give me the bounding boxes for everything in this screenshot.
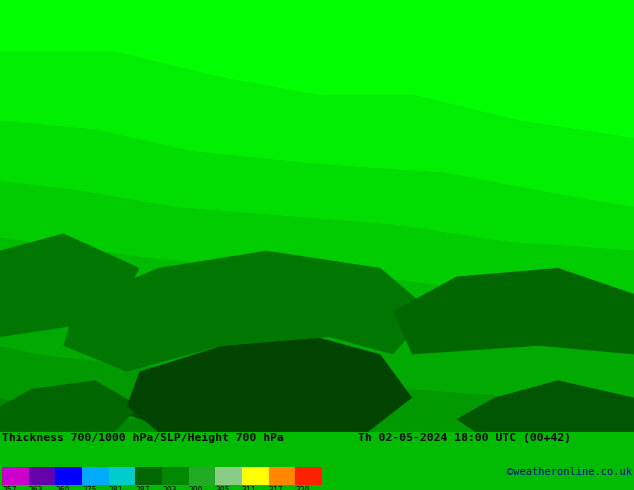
Polygon shape [0, 121, 634, 251]
Bar [216, 467, 242, 485]
Polygon shape [456, 380, 634, 432]
Text: Th 02-05-2024 18:00 UTC (00+42): Th 02-05-2024 18:00 UTC (00+42) [358, 433, 571, 443]
Bar [108, 467, 135, 485]
Polygon shape [0, 238, 634, 354]
Text: Thickness 700/1000 hPa/SLP/Height 700 hPa: Thickness 700/1000 hPa/SLP/Height 700 hP… [2, 433, 284, 443]
Text: 320: 320 [295, 486, 310, 490]
Bar [295, 467, 322, 485]
Text: 293: 293 [162, 486, 177, 490]
Polygon shape [393, 268, 634, 354]
Bar [135, 467, 162, 485]
Polygon shape [63, 251, 431, 372]
Bar [2, 467, 29, 485]
Polygon shape [0, 52, 634, 207]
Bar [55, 467, 82, 485]
Text: 263: 263 [29, 486, 43, 490]
Text: 311: 311 [242, 486, 257, 490]
Polygon shape [0, 181, 634, 302]
Bar [189, 467, 216, 485]
Polygon shape [0, 380, 139, 432]
Text: ©weatheronline.co.uk: ©weatheronline.co.uk [507, 467, 632, 477]
Polygon shape [0, 397, 368, 432]
Polygon shape [0, 294, 634, 406]
Polygon shape [0, 346, 634, 432]
Bar [82, 467, 108, 485]
Bar [29, 467, 55, 485]
Polygon shape [127, 354, 393, 432]
Text: 299: 299 [189, 486, 204, 490]
Text: 269: 269 [55, 486, 70, 490]
Text: 287: 287 [135, 486, 150, 490]
Text: 281: 281 [108, 486, 123, 490]
Polygon shape [0, 233, 139, 337]
Text: 257: 257 [2, 486, 16, 490]
Text: 317: 317 [269, 486, 283, 490]
Bar [269, 467, 295, 485]
Polygon shape [158, 372, 368, 432]
Text: 275: 275 [82, 486, 96, 490]
Bar [242, 467, 269, 485]
Bar [162, 467, 189, 485]
Polygon shape [0, 0, 634, 138]
Polygon shape [127, 337, 412, 432]
Text: 305: 305 [216, 486, 230, 490]
